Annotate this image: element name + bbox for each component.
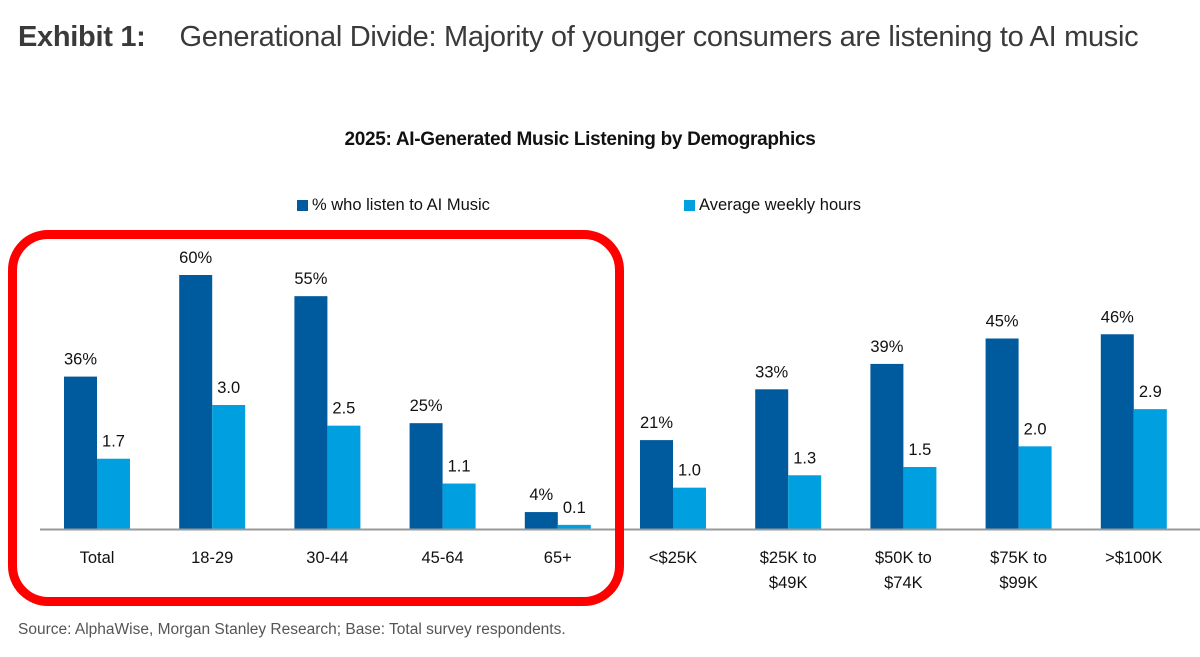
x-tick-label-0: Total [80,549,115,567]
data-label-hours-1: 3.0 [217,379,240,397]
bar-percent-8 [985,338,1019,529]
data-label-hours-8: 2.0 [1024,420,1047,438]
x-tick-label-8-line-1: $99K [999,574,1038,592]
data-label-hours-2: 2.5 [332,400,355,418]
data-label-percent-3: 25% [410,397,443,415]
data-label-percent-1: 60% [179,249,212,267]
legend-label-percent: % who listen to AI Music [312,196,490,214]
highlight-box-age-groups [8,230,624,606]
exhibit-title: Generational Divide: Majority of younger… [179,21,1139,53]
data-label-hours-9: 2.9 [1139,383,1162,401]
data-label-hours-6: 1.3 [793,449,816,467]
bar-hours-0 [97,458,130,529]
bar-hours-2 [327,425,361,529]
chart-title: 2025: AI-Generated Music Listening by De… [344,129,816,150]
data-label-hours-5: 1.0 [678,462,701,480]
x-tick-label-7-line-0: $50K to [875,549,932,567]
labels-layer: 36% 1.7 Total 60% 3.0 18-29 55% 2.5 30-44 25% 1.1 4… [64,249,1162,592]
bar-hours-9 [1133,409,1167,529]
data-label-percent-4: 4% [529,486,553,504]
source-note: Source: AlphaWise, Morgan Stanley Resear… [18,621,566,638]
bar-percent-4 [524,512,558,529]
bar-percent-3 [409,423,443,529]
bar-percent-7 [870,363,904,529]
x-tick-label-3: 45-64 [421,549,463,567]
bar-hours-5 [673,487,706,529]
data-label-percent-8: 45% [986,313,1019,331]
bar-hours-3 [442,483,476,529]
bar-percent-1 [179,275,213,529]
x-tick-label-7-line-1: $74K [884,574,923,592]
bar-hours-8 [1018,446,1052,529]
x-tick-label-1: 18-29 [191,549,233,567]
bar-hours-7 [903,467,937,529]
exhibit-heading: Exhibit 1: Generational Divide: Majority … [18,8,1200,66]
data-label-percent-5: 21% [640,414,673,432]
bar-hours-1 [212,405,246,529]
bar-percent-5 [640,440,673,529]
data-label-percent-0: 36% [64,351,97,369]
legend-label-hours: Average weekly hours [699,196,862,214]
data-label-hours-4: 0.1 [563,499,586,517]
exhibit-label: Exhibit 1: [18,21,146,53]
data-label-hours-3: 1.1 [448,458,471,476]
data-label-hours-7: 1.5 [908,441,931,459]
data-label-percent-7: 39% [870,338,903,356]
data-label-percent-6: 33% [755,363,788,381]
x-tick-label-6-line-0: $25K to [760,549,817,567]
data-label-hours-0: 1.7 [102,433,125,451]
bar-percent-2 [294,296,328,529]
x-tick-label-2: 30-44 [306,549,348,567]
legend-item-hours: Average weekly hours [684,196,861,215]
x-tick-label-5: <$25K [649,549,697,567]
bar-hours-6 [788,475,822,529]
bar-hours-4 [557,524,591,529]
x-tick-label-4: 65+ [544,549,572,567]
bar-percent-9 [1100,334,1134,529]
bar-percent-6 [755,389,789,529]
bar-percent-0 [64,376,97,529]
legend-swatch-percent [297,200,308,211]
x-tick-label-6-line-1: $49K [769,574,808,592]
data-label-percent-2: 55% [294,270,327,288]
x-tick-label-9: >$100K [1105,549,1162,567]
data-label-percent-9: 46% [1101,308,1134,326]
x-tick-label-8-line-0: $75K to [990,549,1047,567]
legend-item-percent: % who listen to AI Music [297,196,490,215]
legend-swatch-hours [684,200,695,211]
bars-layer [64,275,1167,529]
